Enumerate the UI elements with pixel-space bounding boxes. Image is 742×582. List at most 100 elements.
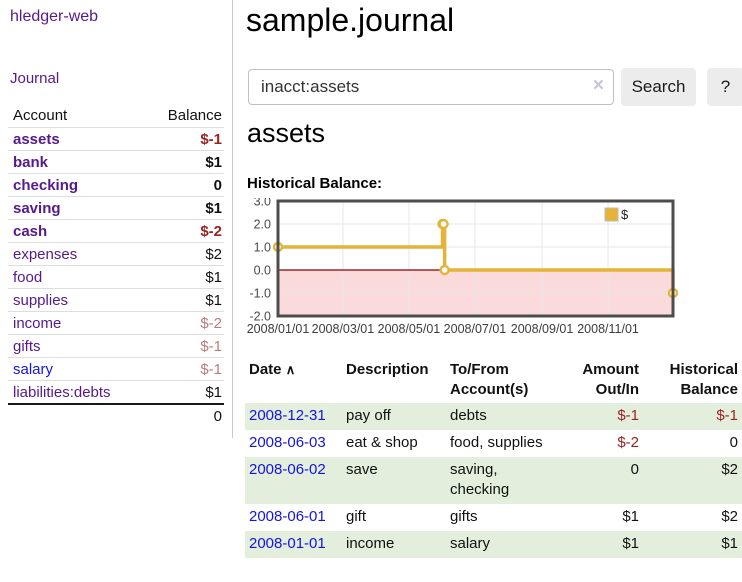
accounts-header-balance: Balance <box>167 107 222 124</box>
account-balance: $-2 <box>200 222 222 240</box>
svg-text:2008/01/01: 2008/01/01 <box>247 322 310 336</box>
transaction-date-link[interactable]: 2008-12-31 <box>249 407 326 424</box>
accounts-table-header: Account Balance <box>8 104 224 128</box>
account-balance: $-1 <box>200 130 222 148</box>
transaction-amount: $-2 <box>617 434 639 451</box>
transaction-description: pay off <box>346 407 391 424</box>
transaction-amount: $-1 <box>617 407 639 424</box>
clear-search-icon[interactable]: × <box>592 75 604 96</box>
account-heading: assets <box>247 118 326 148</box>
account-link-cash[interactable]: cash <box>13 222 48 240</box>
account-link-liabilities-debts[interactable]: liabilities:debts <box>13 383 111 401</box>
accounts-total-value: 0 <box>213 407 222 425</box>
register-header-description: Description <box>346 361 429 378</box>
register-header-row: Date ∧ Description To/From Account(s) Am… <box>245 357 742 403</box>
account-row: expenses $2 <box>8 242 224 266</box>
account-link-gifts[interactable]: gifts <box>13 337 41 355</box>
sort-asc-icon: ∧ <box>285 362 296 377</box>
sidebar-item-journal[interactable]: Journal <box>10 70 60 87</box>
account-link-supplies[interactable]: supplies <box>13 291 69 309</box>
transaction-accounts: saving, checking <box>450 461 510 498</box>
register-row: 2008-06-03 eat & shop food, supplies $-2… <box>245 430 742 457</box>
transaction-balance: $1 <box>721 535 738 552</box>
svg-text:2.0: 2.0 <box>254 218 271 232</box>
register-row: 2008-01-01 income salary $1 $1 <box>245 531 742 558</box>
account-link-assets[interactable]: assets <box>13 130 60 148</box>
transaction-description: eat & shop <box>346 434 418 451</box>
register-table: Date ∧ Description To/From Account(s) Am… <box>245 357 742 558</box>
search-bar: × Search ? <box>248 68 742 106</box>
register-header-balance: Historical Balance <box>669 361 738 398</box>
register-header-date[interactable]: Date ∧ <box>245 357 342 403</box>
account-link-expenses[interactable]: expenses <box>13 245 78 263</box>
svg-text:-1.0: -1.0 <box>249 287 271 301</box>
svg-text:2008/05/01: 2008/05/01 <box>378 322 441 336</box>
account-link-income[interactable]: income <box>13 314 62 332</box>
date-header-label: Date <box>249 361 282 378</box>
account-balance: $-2 <box>200 314 222 332</box>
svg-text:0.0: 0.0 <box>254 264 271 278</box>
transaction-date-link[interactable]: 2008-06-02 <box>249 461 326 478</box>
account-row: saving $1 <box>8 196 224 220</box>
account-link-food[interactable]: food <box>13 268 43 286</box>
register-row: 2008-06-02 save saving, checking 0 $2 <box>245 457 742 504</box>
account-row: gifts $-1 <box>8 334 224 358</box>
svg-text:2008/07/01: 2008/07/01 <box>444 322 507 336</box>
account-row: salary $-1 <box>8 357 224 381</box>
historical-balance-chart: $3.0 2.0 1.0 0.0 -1.0 -2.0 2008/01/01 2008/03/0… <box>245 195 742 346</box>
app-title-link[interactable]: hledger-web <box>10 8 99 25</box>
account-balance: $1 <box>205 291 222 309</box>
account-balance: $-1 <box>200 337 222 355</box>
register-row: 2008-06-01 gift gifts $1 $2 <box>245 504 742 531</box>
search-button[interactable]: Search <box>621 68 696 106</box>
main-content: sample.journal × Search ? assets Histori… <box>245 0 742 582</box>
transaction-description: income <box>346 535 395 552</box>
account-link-salary[interactable]: salary <box>13 360 54 378</box>
svg-text:$: $ <box>621 207 629 222</box>
account-row: income $-2 <box>8 311 224 335</box>
svg-text:1.0: 1.0 <box>254 241 271 255</box>
svg-text:-2.0: -2.0 <box>249 310 271 324</box>
transaction-balance: $2 <box>721 461 738 478</box>
accounts-header-account: Account <box>13 107 68 124</box>
account-balance: $1 <box>205 383 222 401</box>
search-input[interactable] <box>248 69 614 105</box>
account-row: supplies $1 <box>8 288 224 312</box>
page-title: sample.journal <box>246 2 455 38</box>
transaction-date-link[interactable]: 2008-06-03 <box>249 434 326 451</box>
transaction-description: gift <box>346 508 367 525</box>
account-link-checking[interactable]: checking <box>13 176 79 194</box>
account-row: cash $-2 <box>8 219 224 243</box>
transaction-balance: $2 <box>721 508 738 525</box>
transaction-amount: $1 <box>622 535 639 552</box>
svg-text:3.0: 3.0 <box>254 198 271 209</box>
account-row: food $1 <box>8 265 224 289</box>
help-button[interactable]: ? <box>707 68 742 106</box>
account-balance: $1 <box>205 153 222 171</box>
accounts-table: Account Balance assets $-1 bank $1 check… <box>8 104 224 427</box>
transaction-description: save <box>346 461 378 478</box>
chart-heading: Historical Balance: <box>247 175 383 192</box>
svg-text:2008/11/01: 2008/11/01 <box>577 322 639 336</box>
account-row: liabilities:debts $1 <box>8 380 224 405</box>
transaction-amount: 0 <box>630 461 639 478</box>
account-balance: $-1 <box>200 360 222 378</box>
transaction-accounts: gifts <box>450 508 478 525</box>
svg-text:2008/03/01: 2008/03/01 <box>312 322 375 336</box>
transaction-date-link[interactable]: 2008-06-01 <box>249 508 326 525</box>
transaction-accounts: food, supplies <box>450 434 543 451</box>
accounts-total-row: 0 <box>8 404 224 427</box>
account-link-bank[interactable]: bank <box>13 153 49 171</box>
transaction-amount: $1 <box>622 508 639 525</box>
account-balance: $1 <box>205 199 222 217</box>
transaction-balance: 0 <box>729 434 738 451</box>
register-header-accounts: To/From Account(s) <box>450 361 529 398</box>
account-row: bank $1 <box>8 150 224 174</box>
account-row: checking 0 <box>8 173 224 197</box>
account-balance: $1 <box>205 268 222 286</box>
register-header-amount: Amount Out/In <box>582 361 639 398</box>
svg-text:2008/09/01: 2008/09/01 <box>511 322 574 336</box>
account-link-saving[interactable]: saving <box>13 199 61 217</box>
register-row: 2008-12-31 pay off debts $-1 $-1 <box>245 403 742 430</box>
transaction-date-link[interactable]: 2008-01-01 <box>249 535 326 552</box>
